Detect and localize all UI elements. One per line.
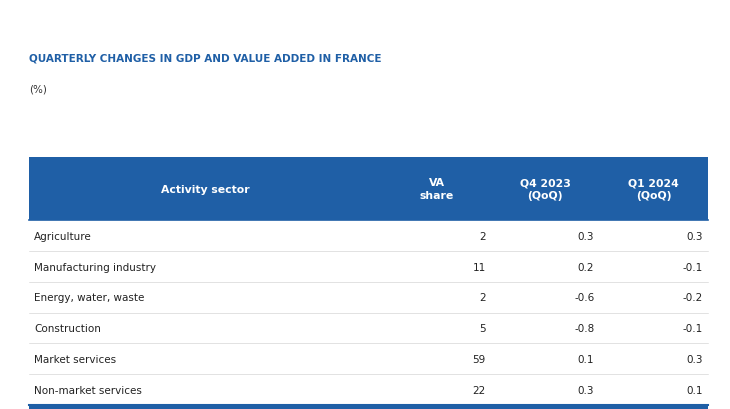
- Text: 2: 2: [479, 292, 485, 303]
- Text: QUARTERLY CHANGES IN GDP AND VALUE ADDED IN FRANCE: QUARTERLY CHANGES IN GDP AND VALUE ADDED…: [29, 53, 382, 63]
- Text: VA
share: VA share: [420, 178, 453, 200]
- Text: Energy, water, waste: Energy, water, waste: [34, 292, 145, 303]
- Text: 2: 2: [479, 231, 485, 241]
- Text: 59: 59: [472, 354, 485, 364]
- Text: Non-market services: Non-market services: [34, 384, 142, 395]
- Text: -0.1: -0.1: [683, 262, 703, 272]
- Text: Market services: Market services: [34, 354, 117, 364]
- Bar: [29, 405, 708, 409]
- Text: -0.8: -0.8: [574, 323, 594, 333]
- Text: -0.2: -0.2: [683, 292, 703, 303]
- Text: 22: 22: [472, 384, 485, 395]
- Text: Activity sector: Activity sector: [161, 184, 250, 194]
- Text: (%): (%): [29, 84, 47, 94]
- Text: Agriculture: Agriculture: [34, 231, 92, 241]
- Text: 11: 11: [472, 262, 485, 272]
- Text: Q4 2023
(QoQ): Q4 2023 (QoQ): [520, 178, 571, 200]
- Text: -0.6: -0.6: [574, 292, 594, 303]
- Text: Q1 2024
(QoQ): Q1 2024 (QoQ): [629, 178, 679, 200]
- Text: 0.1: 0.1: [686, 384, 703, 395]
- Text: 0.3: 0.3: [686, 231, 703, 241]
- Text: Manufacturing industry: Manufacturing industry: [34, 262, 156, 272]
- Text: 0.2: 0.2: [578, 262, 594, 272]
- Text: 5: 5: [479, 323, 485, 333]
- Text: 0.3: 0.3: [578, 231, 594, 241]
- Text: Construction: Construction: [34, 323, 101, 333]
- Text: 0.3: 0.3: [686, 354, 703, 364]
- Text: -0.1: -0.1: [683, 323, 703, 333]
- Text: 0.1: 0.1: [578, 354, 594, 364]
- Text: 0.3: 0.3: [578, 384, 594, 395]
